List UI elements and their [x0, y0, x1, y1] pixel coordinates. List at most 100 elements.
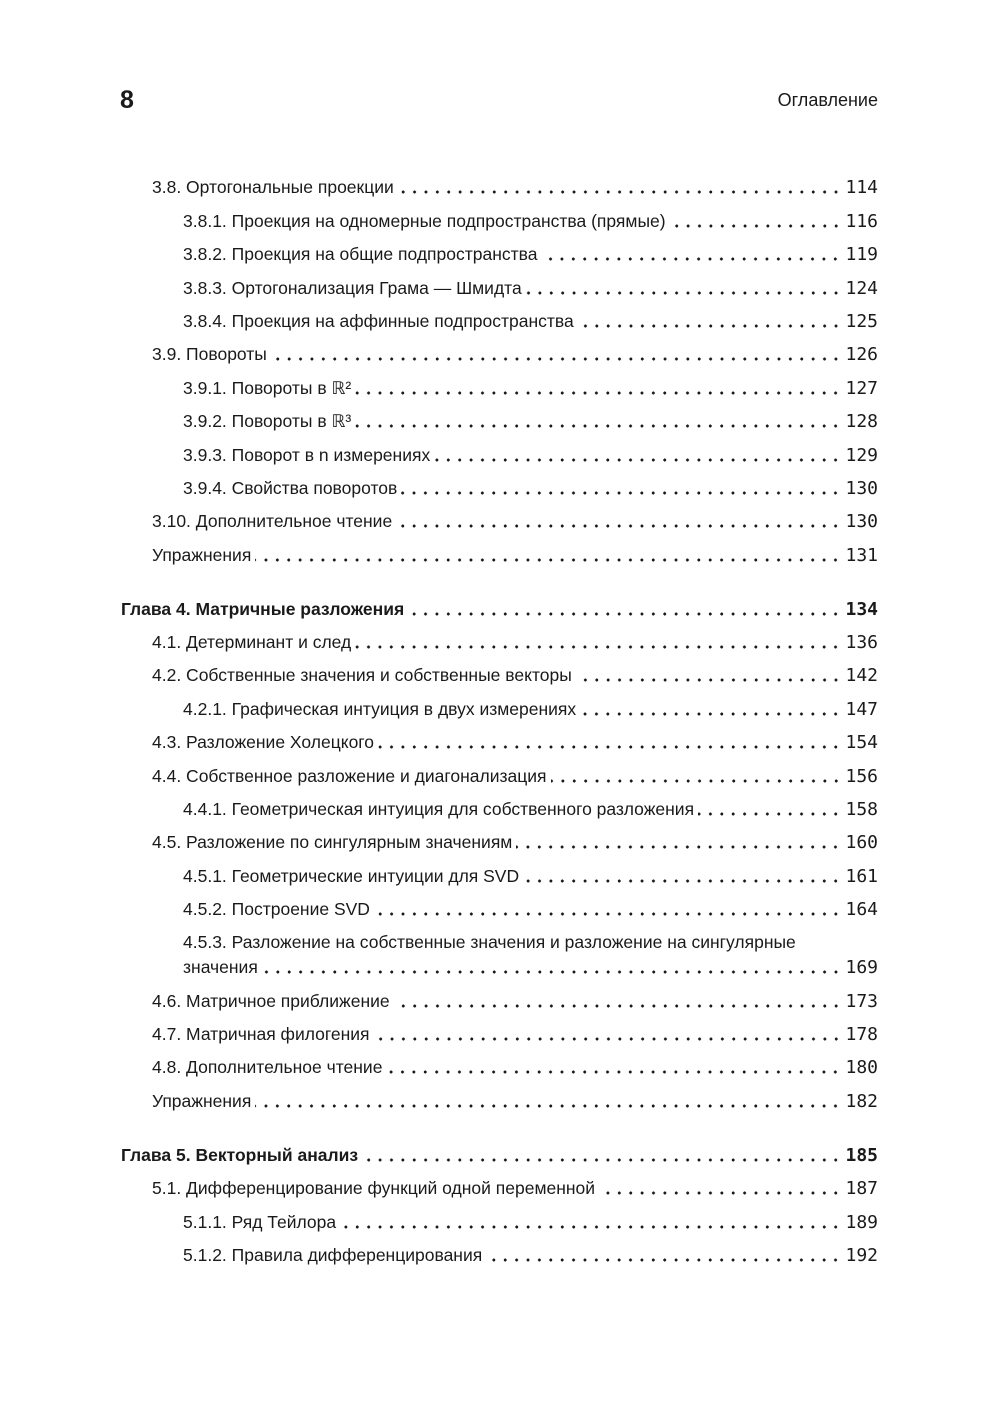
toc-entry-page: 125	[845, 310, 878, 332]
toc-entry-title: 4.2.1. Графическая интуиция в двух измер…	[183, 698, 577, 719]
toc-entry[interactable]: 3.10. Дополнительное чтение 130	[121, 501, 878, 534]
toc-entry-title: 4.5.2. Построение SVD	[183, 899, 370, 920]
toc-entry-title: Упражнения	[152, 544, 252, 565]
toc-entry[interactable]: 4.4. Собственное разложение и диагонализ…	[121, 755, 878, 788]
toc-entry-page: 180	[845, 1057, 878, 1079]
toc-entry-title: 3.9.3. Поворот в n измерениях	[183, 444, 431, 465]
dot-leader	[355, 424, 842, 429]
toc-entry[interactable]: 3.8.4. Проекция на аффинные подпространс…	[121, 301, 878, 334]
toc-entry-page: 119	[845, 244, 878, 266]
dot-leader	[434, 457, 842, 462]
toc-entry-title: 4.5.3. Разложение на собственные значени…	[183, 932, 796, 953]
dot-leader	[340, 1224, 842, 1229]
dot-leader	[575, 678, 842, 683]
dot-leader	[373, 1036, 842, 1041]
toc-entry[interactable]: 4.2. Собственные значения и собственные …	[121, 655, 878, 688]
toc-entry-page: 131	[845, 544, 878, 566]
toc-entry-title: 5.1. Дифференцирование функций одной пер…	[152, 1178, 596, 1199]
toc-entry-page: 156	[845, 765, 878, 787]
toc-entry[interactable]: 4.4.1. Геометрическая интуиция для собст…	[121, 789, 878, 822]
dot-leader	[393, 1003, 842, 1008]
toc-entry-title: 4.4. Собственное разложение и диагонализ…	[152, 765, 547, 786]
toc-entry-page: 147	[845, 698, 878, 720]
dot-leader	[255, 557, 842, 562]
toc-entry[interactable]: Упражнения 182	[121, 1080, 878, 1113]
toc-entry-title: 4.5. Разложение по сингулярным значениям	[152, 832, 513, 853]
toc-entry-page: 128	[845, 411, 878, 433]
toc-entry-title: 4.2. Собственные значения и собственные …	[152, 665, 572, 686]
toc-entry[interactable]: 5.1. Дифференцирование функций одной пер…	[121, 1168, 878, 1201]
toc-entry-page: 126	[845, 344, 878, 366]
toc-entry[interactable]: 3.8.1. Проекция на одномерные подпростра…	[121, 200, 878, 233]
toc-entry-page: 124	[845, 277, 878, 299]
toc-entry[interactable]: 4.5. Разложение по сингулярным значениям…	[121, 822, 878, 855]
toc-entry[interactable]: 4.5.2. Построение SVD 164	[121, 889, 878, 922]
toc-entry[interactable]: 3.9.4. Свойства поворотов 130	[121, 468, 878, 501]
dot-leader	[525, 290, 842, 295]
dot-leader	[669, 223, 842, 228]
toc-entry-page: 158	[845, 799, 878, 821]
toc-entry[interactable]: 3.8.3. Ортогонализация Грама — Шмидта 124	[121, 267, 878, 300]
toc-entry-title: 3.8.2. Проекция на общие подпространства	[183, 244, 538, 265]
dot-leader	[396, 524, 842, 529]
toc-entry[interactable]: 5.1.2. Правила дифференцирования 192	[121, 1235, 878, 1268]
dot-leader	[408, 611, 842, 616]
toc-entry[interactable]: 5.1.1. Ряд Тейлора 189	[121, 1201, 878, 1234]
toc-entry-title: Глава 5. Векторный анализ	[121, 1144, 359, 1165]
toc-entry[interactable]: 3.9.1. Повороты в ℝ² 127	[121, 367, 878, 400]
toc-entry-title: 3.8.3. Ортогонализация Грама — Шмидта	[183, 277, 522, 298]
dot-leader	[270, 357, 842, 362]
toc-entry-page: 129	[845, 444, 878, 466]
toc-entry[interactable]: 4.5.1. Геометрические интуиции для SVD 16…	[121, 855, 878, 888]
dot-leader	[516, 845, 842, 850]
dot-leader	[541, 257, 842, 262]
toc-entry[interactable]: 4.5.3. Разложение на собственные значени…	[121, 922, 878, 980]
toc-entry-page: 169	[845, 957, 878, 979]
dot-leader	[401, 490, 842, 495]
running-title: Оглавление	[777, 90, 878, 110]
toc-entry[interactable]: 4.8. Дополнительное чтение 180	[121, 1047, 878, 1080]
dot-leader	[362, 1157, 842, 1162]
toc-entry[interactable]: Упражнения 131	[121, 534, 878, 567]
dot-leader	[486, 1257, 842, 1262]
toc-entry-title: 3.8. Ортогональные проекции	[152, 177, 394, 198]
toc-entry-title: 4.4.1. Геометрическая интуиция для собст…	[183, 799, 695, 820]
toc-entry[interactable]: 4.2.1. Графическая интуиция в двух измер…	[121, 688, 878, 721]
toc-entry-title: Упражнения	[152, 1090, 252, 1111]
toc-entry[interactable]: 3.8.2. Проекция на общие подпространства…	[121, 234, 878, 267]
toc-entry-page: 164	[845, 899, 878, 921]
toc-entry[interactable]: 3.9.2. Повороты в ℝ³ 128	[121, 401, 878, 434]
toc-entry[interactable]: 3.9.3. Поворот в n измерениях 129	[121, 434, 878, 467]
toc-entry-page: 154	[845, 732, 878, 754]
toc-entry-page: 134	[845, 598, 878, 620]
toc-entry[interactable]: 3.9. Повороты 126	[121, 334, 878, 367]
toc-entry-title: 3.10. Дополнительное чтение	[152, 511, 393, 532]
toc-entry-page: 116	[845, 210, 878, 232]
toc-entry-title: 4.7. Матричная филогения	[152, 1023, 370, 1044]
toc-entry-page: 187	[845, 1178, 878, 1200]
toc-entry-page: 173	[845, 990, 878, 1012]
dot-leader	[355, 390, 842, 395]
toc-entry-title: 3.8.4. Проекция на аффинные подпространс…	[183, 310, 574, 331]
dot-leader	[386, 1070, 842, 1075]
toc-entry-title: 3.8.1. Проекция на одномерные подпростра…	[183, 210, 666, 231]
table-of-contents: 3.8. Ортогональные проекции 114 3.8.1. Про…	[121, 167, 878, 1268]
dot-leader	[373, 912, 842, 917]
toc-entry-page: 136	[845, 632, 878, 654]
dot-leader	[255, 1103, 842, 1108]
dot-leader	[261, 970, 842, 975]
dot-leader	[523, 878, 842, 883]
toc-entry-page: 178	[845, 1023, 878, 1045]
toc-entry-page: 130	[845, 477, 878, 499]
toc-entry[interactable]: 4.1. Детерминант и след 136	[121, 622, 878, 655]
toc-entry[interactable]: 4.6. Матричное приближение 173	[121, 980, 878, 1013]
toc-entry-page: 127	[845, 377, 878, 399]
toc-entry-page: 189	[845, 1211, 878, 1233]
toc-entry[interactable]: 4.3. Разложение Холецкого 154	[121, 722, 878, 755]
toc-entry[interactable]: 3.8. Ортогональные проекции 114	[121, 167, 878, 200]
toc-chapter-entry[interactable]: Глава 4. Матричные разложения 134	[121, 588, 878, 621]
toc-entry-title: 4.5.1. Геометрические интуиции для SVD	[183, 865, 520, 886]
toc-entry[interactable]: 4.7. Матричная филогения 178	[121, 1014, 878, 1047]
toc-entry-page: 161	[845, 865, 878, 887]
toc-chapter-entry[interactable]: Глава 5. Векторный анализ 185	[121, 1134, 878, 1167]
